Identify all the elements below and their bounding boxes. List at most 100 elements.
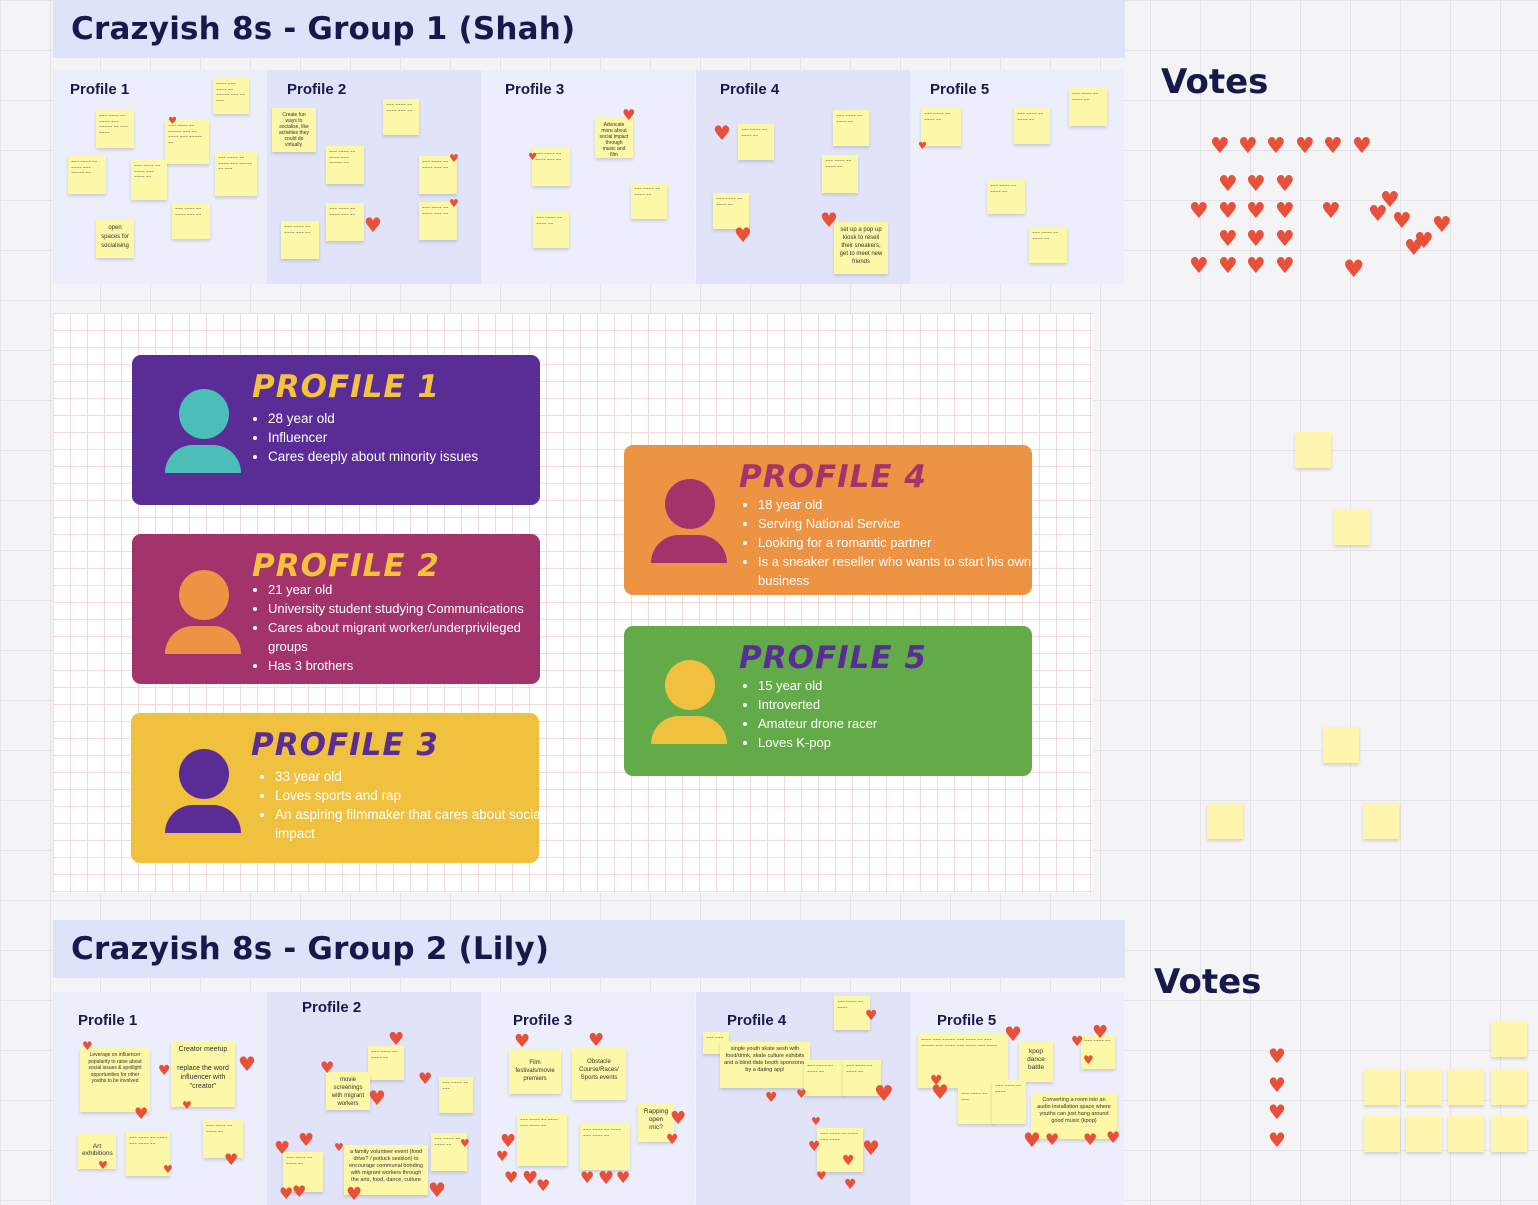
sticky-audio-installation[interactable]: Converting a room into an audio installa… [1031,1093,1117,1139]
heart-icon[interactable]: ♥ [1218,172,1238,197]
sticky-note[interactable]: ~~~ ~~~~ ~~ ~~~~ ~~~ ~~ [281,221,319,259]
sticky-note[interactable]: ~~~ ~~~~ ~~ ~~~~ ~~~ ~~ [532,148,570,186]
persona-card-3[interactable]: PROFILE 3 33 year old Loves sports and r… [131,713,539,863]
heart-icon[interactable]: ♥ [1414,229,1434,254]
sticky-note[interactable]: ~~~ ~~~~ ~~ ~~~~ ~~ [631,183,667,219]
heart-icon[interactable]: ♥ [528,152,537,163]
heart-icon[interactable]: ♥ [808,1139,821,1155]
blank-sticky-note[interactable] [1406,1069,1442,1105]
sticky-note[interactable]: ~~~ ~~~~ ~~ ~~~~ ~~~ ~~~~ [817,1128,863,1172]
sticky-note[interactable]: ~~~ ~~~~ ~~ ~~~~ ~~ [738,124,774,160]
sticky-note[interactable]: ~~~ ~~~~ ~~ ~~~~ ~~ [1014,108,1050,144]
heart-icon[interactable]: ♥ [292,1182,307,1201]
sticky-leverage-influencer[interactable]: Leverage on influencer popularity to rai… [80,1048,150,1112]
heart-icon[interactable]: ♥ [811,1115,821,1128]
sticky-family-volunteer[interactable]: a family volunteer event (food drive? / … [344,1145,428,1195]
heart-icon[interactable]: ♥ [931,1080,949,1104]
blank-sticky-note[interactable] [1334,509,1370,545]
heart-icon[interactable]: ♥ [1071,1034,1084,1050]
sticky-note[interactable]: ~~~ ~~~~ ~~ ~~~~ ~~ [1069,88,1107,126]
heart-icon[interactable]: ♥ [418,1069,433,1088]
sticky-note[interactable]: ~~~ ~~~~ ~~ ~~~~ ~~~ ~~~~ ~~ [131,160,167,200]
heart-icon[interactable]: ♥ [449,197,459,210]
heart-icon[interactable]: ♥ [1343,255,1365,283]
heart-icon[interactable]: ♥ [1189,199,1209,224]
heart-icon[interactable]: ♥ [865,1008,878,1024]
heart-icon[interactable]: ♥ [1404,236,1424,261]
heart-icon[interactable]: ♥ [862,1136,880,1160]
blank-sticky-note[interactable] [1295,432,1331,468]
sticky-open-spaces[interactable]: open spaces for socialising [96,220,134,258]
sticky-rapping-open-mic[interactable]: Rapping open mic? [638,1104,674,1142]
heart-icon[interactable]: ♥ [1295,134,1315,159]
heart-icon[interactable]: ♥ [734,223,752,247]
sticky-note[interactable]: ~~~ ~~~~ ~~ ~~~~ ~~ [822,155,858,193]
blank-sticky-note[interactable] [1491,1116,1527,1152]
sticky-note[interactable]: ~~~ ~~~~ ~~ ~~~~ ~~~ ~~ [172,203,210,239]
heart-icon[interactable]: ♥ [1218,254,1238,279]
heart-icon[interactable]: ♥ [1246,227,1266,252]
heart-icon[interactable]: ♥ [1268,1100,1286,1124]
heart-icon[interactable]: ♥ [820,208,838,232]
heart-icon[interactable]: ♥ [158,1063,171,1079]
heart-icon[interactable]: ♥ [98,1159,108,1172]
sticky-note[interactable]: ~~~ ~~~~ ~~ ~~~~ ~~ [368,1046,404,1080]
sticky-note[interactable]: ~~~ ~~~~ ~~ ~~~~ ~~~ ~~~~ ~~ [126,1132,170,1176]
heart-icon[interactable]: ♥ [1246,199,1266,224]
heart-icon[interactable]: ♥ [874,1082,894,1107]
heart-icon[interactable]: ♥ [1004,1022,1022,1046]
sticky-note[interactable]: ~~~ ~~~~ ~~ ~~~~ ~~ [987,180,1025,214]
heart-icon[interactable]: ♥ [298,1130,315,1151]
blank-sticky-note[interactable] [1491,1069,1527,1105]
heart-icon[interactable]: ♥ [1210,134,1230,159]
heart-icon[interactable]: ♥ [622,106,636,124]
heart-icon[interactable]: ♥ [1246,254,1266,279]
heart-icon[interactable]: ♥ [1266,134,1286,159]
heart-icon[interactable]: ♥ [514,1031,531,1052]
persona-card-1[interactable]: PROFILE 1 28 year old Influencer Cares d… [132,355,540,505]
heart-icon[interactable]: ♥ [580,1168,595,1187]
sticky-note[interactable]: ~~~ ~~~~ ~~ ~~~~ ~~~ ~~~~ ~~ [580,1124,630,1170]
heart-icon[interactable]: ♥ [1323,134,1343,159]
heart-icon[interactable]: ♥ [713,121,731,145]
group1-column-profile-3[interactable] [481,70,695,284]
sticky-note[interactable]: ~~~ ~~~~ ~~ ~~~~ ~~ [1029,227,1067,263]
heart-icon[interactable]: ♥ [346,1184,363,1205]
sticky-note[interactable]: ~~~~ ~~~ ~~~~ ~~ ~~~~~ ~~~ ~~ ~~~ [213,78,249,114]
sticky-note[interactable]: ~~~ ~~~~ ~~ ~~~~ ~~~ ~~~~~ ~~ ~~~ [215,152,257,196]
heart-icon[interactable]: ♥ [1218,199,1238,224]
blank-sticky-note[interactable] [1448,1069,1484,1105]
sticky-note[interactable]: ~~~ ~~~~ ~~ ~~~~ ~~ [203,1120,243,1158]
heart-icon[interactable]: ♥ [1268,1044,1286,1068]
heart-icon[interactable]: ♥ [918,141,927,152]
heart-icon[interactable]: ♥ [274,1138,291,1159]
sticky-note[interactable]: ~~~ ~~~~ ~~ ~~~~ ~~ [713,193,749,229]
sticky-obstacle-course[interactable]: Obstacle Course/Races/ Sports events [572,1048,626,1100]
heart-icon[interactable]: ♥ [1246,172,1266,197]
persona-card-2[interactable]: PROFILE 2 21 year old University student… [132,534,540,684]
heart-icon[interactable]: ♥ [616,1168,631,1187]
heart-icon[interactable]: ♥ [334,1141,344,1154]
sticky-art-exhibitions[interactable]: Art exhibitions [78,1133,116,1169]
sticky-note[interactable]: ~~~ ~~~~ ~~ [1081,1035,1115,1069]
sticky-advocate[interactable]: Advocate more about social impact throug… [595,118,633,158]
sticky-note[interactable]: ~~~ ~~~~ ~~ ~~~~ ~~ [833,110,869,146]
heart-icon[interactable]: ♥ [368,1086,386,1110]
heart-icon[interactable]: ♥ [1275,172,1295,197]
heart-icon[interactable]: ♥ [182,1099,192,1112]
heart-icon[interactable]: ♥ [1268,1073,1286,1097]
sticky-note[interactable]: ~~~ ~~~~ ~~ ~~~ [439,1077,473,1113]
sticky-note[interactable]: ~~~ ~~~~ ~~ ~~~~ ~~~ ~~~~~ ~~ [68,156,106,194]
heart-icon[interactable]: ♥ [1238,134,1258,159]
sticky-note[interactable]: ~~~ ~~~~ ~~ ~~~~ ~~~ ~~~~~ ~~ ~~~ ~~~~ [96,110,134,148]
sticky-kpop-dance-battle[interactable]: kpop dance battle [1019,1042,1053,1082]
heart-icon[interactable]: ♥ [1352,134,1372,159]
sticky-create-fun-ways[interactable]: Create fun ways to socialise, like activ… [272,108,316,152]
sticky-note[interactable]: ~~~ ~~~~ ~~ ~~~~ ~~~ ~~ [326,203,364,241]
heart-icon[interactable]: ♥ [163,1163,173,1176]
blank-sticky-note[interactable] [1323,727,1359,763]
heart-icon[interactable]: ♥ [930,1073,943,1089]
blank-sticky-note[interactable] [1406,1116,1442,1152]
heart-icon[interactable]: ♥ [1083,1053,1094,1067]
persona-card-4[interactable]: PROFILE 4 18 year old Serving National S… [624,445,1032,595]
